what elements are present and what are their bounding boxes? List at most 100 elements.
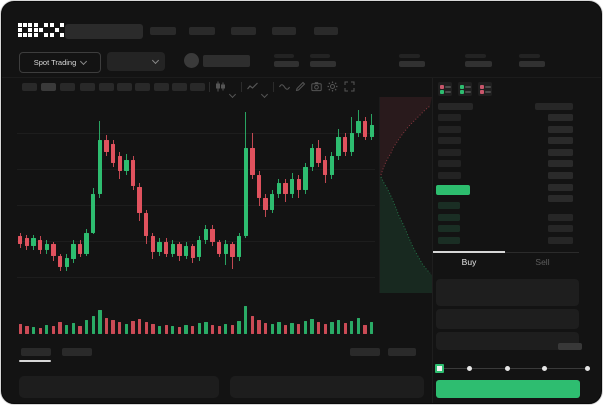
timeframe-button-4[interactable] <box>80 83 95 91</box>
nav-item-4[interactable] <box>272 27 296 35</box>
draw-icon[interactable] <box>295 81 306 92</box>
ask-price-placeholder[interactable] <box>438 148 461 156</box>
order-field-amount[interactable] <box>436 309 579 329</box>
amount-slider[interactable] <box>433 360 601 378</box>
ticker-stat-value <box>465 61 492 67</box>
panel-divider <box>432 78 433 403</box>
ask-size-placeholder[interactable] <box>548 160 573 168</box>
order-field-price[interactable] <box>436 279 579 306</box>
tab-sell[interactable]: Sell <box>506 254 579 270</box>
timeframe-button-9[interactable] <box>172 83 187 91</box>
ticker-stat-label <box>274 54 294 58</box>
timeframe-button-5[interactable] <box>99 83 114 91</box>
slider-stop-75[interactable] <box>542 366 547 371</box>
book-combined-icon[interactable] <box>438 82 452 96</box>
nav-item-1[interactable] <box>150 27 176 35</box>
ticker-stat-value <box>274 61 299 67</box>
timeframe-button-7[interactable] <box>135 83 150 91</box>
tab-buy[interactable]: Buy <box>433 254 505 270</box>
bottom-tab-2[interactable] <box>62 348 92 356</box>
timeframe-button-3[interactable] <box>60 83 75 91</box>
slider-stop-50[interactable] <box>505 366 510 371</box>
ask-size-placeholder[interactable] <box>548 172 573 179</box>
bid-price-placeholder[interactable] <box>438 202 460 209</box>
bottom-right-tab-2[interactable] <box>388 348 416 356</box>
search-input[interactable] <box>65 24 143 39</box>
order-field-total[interactable] <box>436 332 579 350</box>
timeframe-button-10[interactable] <box>190 83 205 91</box>
chevron-down-icon[interactable] <box>260 84 269 102</box>
tab-buy-label: Buy <box>461 257 477 267</box>
ask-size-placeholder[interactable] <box>548 137 573 145</box>
timeframe-button-8[interactable] <box>154 83 169 91</box>
slider-track <box>437 368 590 369</box>
last-price-row[interactable] <box>436 185 470 195</box>
header-divider <box>2 77 601 78</box>
pair-name-placeholder <box>203 55 250 67</box>
fullscreen-icon[interactable] <box>344 81 355 92</box>
logo-glyph-o <box>18 23 32 37</box>
book-asks-icon[interactable] <box>478 82 492 96</box>
ask-price-placeholder[interactable] <box>438 114 461 121</box>
bottom-tab-active-underline <box>19 360 51 362</box>
okx-logo[interactable] <box>18 23 64 37</box>
buy-submit-button[interactable] <box>436 380 580 398</box>
bottom-panel-1 <box>19 376 219 398</box>
candle-type-icon[interactable] <box>215 81 226 92</box>
ticker-stat-value <box>399 61 425 67</box>
slider-handle[interactable] <box>435 364 444 373</box>
tabbar-divider <box>433 252 579 253</box>
ask-size-placeholder[interactable] <box>548 125 573 133</box>
book-bids-icon[interactable] <box>458 82 472 96</box>
depth-chart[interactable] <box>379 97 432 293</box>
bid-size-placeholder[interactable] <box>548 236 573 244</box>
nav-item-2[interactable] <box>189 27 215 35</box>
ticker-stat-label <box>519 54 540 58</box>
volume-bars <box>17 300 375 334</box>
timeframe-button-6[interactable] <box>117 83 132 91</box>
trading-mode-dropdown[interactable]: Spot Trading <box>19 52 101 73</box>
slider-stop-100[interactable] <box>585 366 590 371</box>
ticker-stat-label <box>465 54 486 58</box>
camera-icon[interactable] <box>311 81 322 92</box>
chevron-down-icon <box>80 57 88 66</box>
ask-size-placeholder[interactable] <box>548 114 573 121</box>
ask-price-placeholder[interactable] <box>438 137 461 145</box>
bottom-tab-1[interactable] <box>21 348 51 356</box>
orderbook-header-right <box>535 103 573 110</box>
nav-item-3[interactable] <box>231 27 256 35</box>
timeframe-button-1[interactable] <box>22 83 37 91</box>
ask-price-placeholder[interactable] <box>438 125 461 133</box>
pair-dropdown[interactable] <box>107 52 165 71</box>
bottom-panel-2 <box>230 376 424 398</box>
ask-size-placeholder[interactable] <box>548 148 573 156</box>
trading-mode-label: Spot Trading <box>33 58 77 67</box>
ask-price-placeholder[interactable] <box>438 172 461 179</box>
logo-glyph-x <box>50 23 64 37</box>
indicators-icon[interactable] <box>247 81 258 92</box>
logo-glyph-k <box>34 23 48 37</box>
slider-stop-25[interactable] <box>467 366 472 371</box>
tab-sell-label: Sell <box>535 257 550 267</box>
line-style-icon[interactable] <box>279 81 290 92</box>
ticker-stat-value <box>519 61 545 67</box>
ask-size-placeholder[interactable] <box>548 195 573 203</box>
chevron-down-icon[interactable] <box>228 84 237 102</box>
ask-price-placeholder[interactable] <box>438 160 461 168</box>
bid-size-placeholder[interactable] <box>548 225 573 233</box>
candlestick-chart[interactable] <box>17 102 375 294</box>
timeframe-button-2[interactable] <box>41 83 56 91</box>
nav-item-5[interactable] <box>314 27 338 35</box>
bid-price-placeholder[interactable] <box>438 236 460 244</box>
balance-placeholder <box>558 343 582 350</box>
bottom-right-tab-1[interactable] <box>350 348 380 356</box>
ask-size-placeholder[interactable] <box>548 183 573 191</box>
coin-icon <box>184 53 199 68</box>
settings-icon[interactable] <box>327 81 338 92</box>
bid-price-placeholder[interactable] <box>438 225 460 233</box>
bid-price-placeholder[interactable] <box>438 213 460 221</box>
ticker-stat-value <box>310 61 336 67</box>
bid-size-placeholder[interactable] <box>548 213 573 221</box>
